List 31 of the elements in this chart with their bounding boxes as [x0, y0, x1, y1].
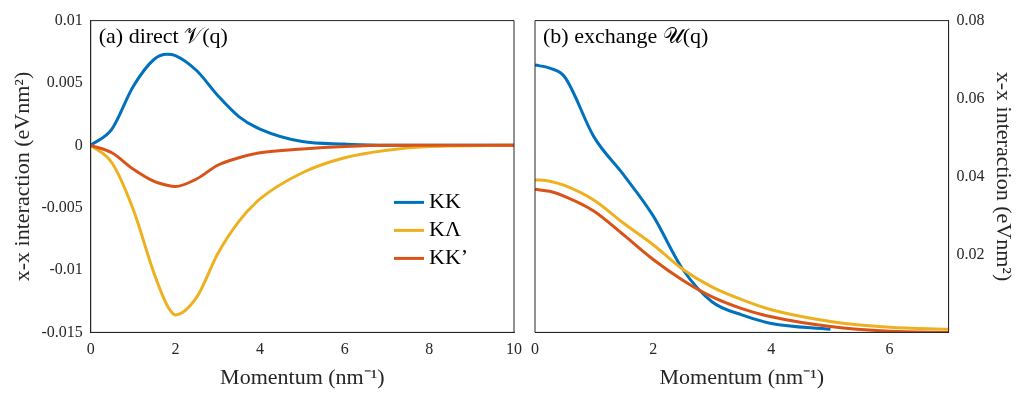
y-tick-label: -0.005 — [41, 197, 83, 215]
line-series — [90, 143, 514, 188]
y2-axis-title: x-x interaction (eVnm²) — [992, 71, 1018, 282]
chart-title: (b) exchange 𝒰(q) — [543, 23, 709, 49]
x-tick-label: 4 — [767, 340, 776, 358]
chart-title: (a) direct 𝒱(q) — [98, 23, 228, 49]
y2-tick-label: 0.06 — [956, 88, 985, 106]
y-tick-label: 0.005 — [46, 73, 83, 91]
y-tick-label: -0.015 — [41, 322, 83, 340]
x-tick-label: 8 — [425, 340, 434, 358]
y-tick-label: 0.01 — [54, 10, 83, 28]
line-series — [535, 63, 832, 331]
x-tick-label: 4 — [256, 340, 265, 358]
x-axis-title: Momentum (nm⁻¹) — [220, 363, 385, 389]
legend-label: KK’ — [429, 244, 469, 270]
y-axis-title: x-x interaction (eVnm²) — [8, 71, 34, 282]
x-axis-title: Momentum (nm⁻¹) — [659, 363, 825, 389]
x-tick-label: 6 — [340, 340, 349, 358]
x-tick-label: 0 — [86, 340, 95, 358]
x-tick-label: 6 — [885, 340, 894, 358]
x-tick-label: 2 — [649, 340, 658, 358]
y-tick-label: -0.01 — [49, 260, 83, 278]
legend-label: KK — [429, 188, 461, 214]
legend-label: KΛ — [429, 216, 461, 242]
x-tick-label: 2 — [171, 340, 180, 358]
y-tick-label: 0 — [74, 135, 83, 153]
y2-tick-label: 0.04 — [956, 166, 985, 184]
x-tick-label: 0 — [531, 340, 539, 358]
y2-tick-label: 0.08 — [956, 10, 985, 28]
y2-tick-label: 0.02 — [956, 244, 985, 262]
x-tick-label: 10 — [506, 340, 522, 358]
